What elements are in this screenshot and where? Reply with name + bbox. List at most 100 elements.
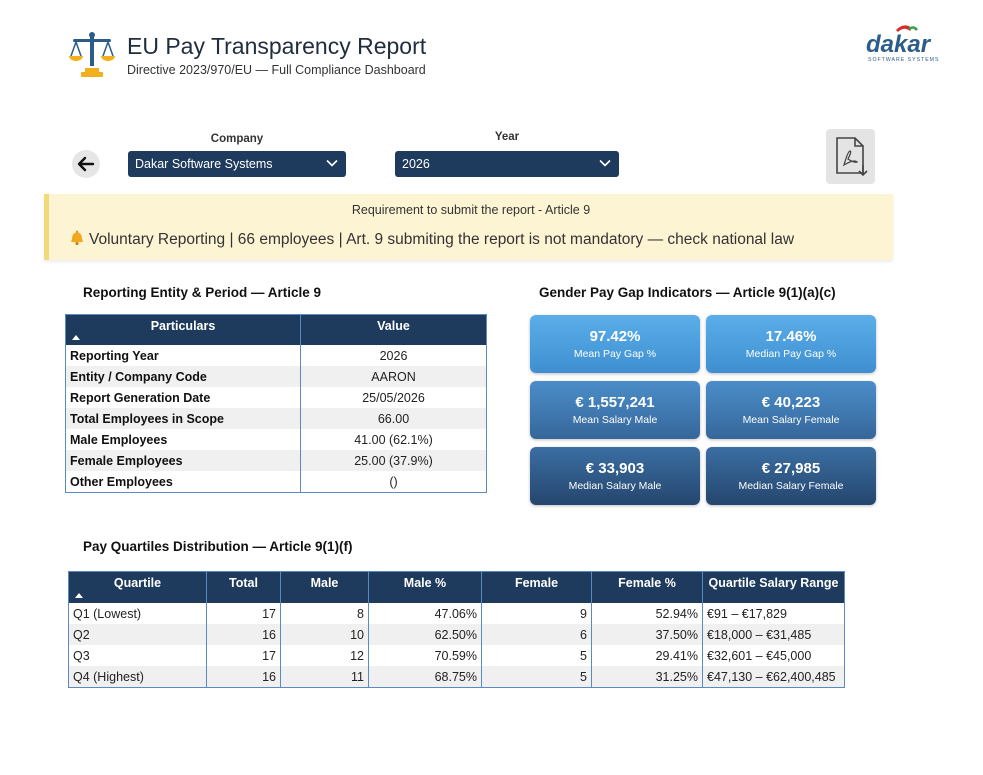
table-cell: 11 (280, 666, 369, 688)
sort-ascending-icon (72, 335, 80, 340)
logo-wordmark: dakar (866, 31, 932, 58)
chevron-down-icon (326, 159, 338, 167)
banner-title: Requirement to submit the report - Artic… (351, 203, 591, 217)
table-row: Other Employees() (65, 471, 487, 493)
table-cell: €18,000 – €31,485 (702, 624, 845, 645)
col-header-female-pct[interactable]: Female % (591, 571, 703, 603)
entity-header-particulars[interactable]: Particulars (65, 314, 301, 345)
table-cell: €47,130 – €62,400,485 (702, 666, 845, 688)
table-cell: Other Employees (65, 471, 301, 493)
table-cell: Report Generation Date (65, 387, 301, 408)
quartiles-table: Quartile Total Male Male % Female Female… (68, 571, 845, 688)
kpi-label: Median Salary Male (568, 480, 662, 492)
table-cell: €32,601 – €45,000 (702, 645, 845, 666)
entity-table: Particulars Value Reporting Year 2026 Ent… (65, 314, 487, 493)
table-row: Q2 16 10 62.50% 6 37.50% €18,000 – €31,485 (68, 624, 845, 645)
entity-section-title: Reporting Entity & Period — Article 9 (83, 285, 322, 300)
kpi-label: Median Salary Female (738, 480, 844, 492)
year-dropdown[interactable]: 2026 (395, 151, 619, 177)
table-cell: 5 (481, 645, 592, 666)
kpi-label: Mean Pay Gap % (573, 348, 657, 360)
kpi-card-mean-salary-female: € 40,223 Mean Salary Female (706, 381, 876, 439)
table-cell: Q3 (68, 645, 207, 666)
table-cell: 2026 (300, 345, 487, 366)
export-pdf-button[interactable] (826, 129, 875, 184)
logo-tagline: SOFTWARE SYSTEMS (868, 57, 939, 63)
table-cell: 41.00 (62.1%) (300, 429, 487, 450)
kpi-card-median-pay-gap: 17.46% Median Pay Gap % (706, 315, 876, 373)
kpi-card-mean-pay-gap: 97.42% Mean Pay Gap % (530, 315, 700, 373)
col-header-total[interactable]: Total (206, 571, 281, 603)
table-row: Male Employees 41.00 (62.1%) (65, 429, 487, 450)
table-cell: Q2 (68, 624, 207, 645)
table-cell: 25.00 (37.9%) (300, 450, 487, 471)
table-cell: Q1 (Lowest) (68, 603, 207, 624)
back-button[interactable] (72, 150, 100, 178)
col-header-quartile[interactable]: Quartile (68, 571, 207, 603)
table-cell: 17 (206, 603, 281, 624)
table-cell: Female Employees (65, 450, 301, 471)
table-cell: 31.25% (591, 666, 703, 688)
year-filter-label: Year (494, 131, 520, 143)
table-row: Entity / Company Code AARON (65, 366, 487, 387)
kpi-card-median-salary-female: € 27,985 Median Salary Female (706, 447, 876, 505)
table-cell: 52.94% (591, 603, 703, 624)
banner-message-row: Voluntary Reporting | 66 employees | Art… (69, 230, 794, 249)
company-dropdown-value: Dakar Software Systems (135, 157, 273, 171)
kpi-label: Mean Salary Female (742, 414, 840, 426)
company-filter-label: Company (210, 133, 264, 145)
chevron-down-icon (599, 159, 611, 167)
kpi-value: € 27,985 (761, 460, 821, 477)
page-subtitle: Directive 2023/970/EU — Full Compliance … (127, 63, 426, 77)
table-row: Report Generation Date 25/05/2026 (65, 387, 487, 408)
table-cell: 47.06% (368, 603, 482, 624)
arrow-left-icon (77, 156, 95, 172)
table-cell: 66.00 (300, 408, 487, 429)
table-cell: Male Employees (65, 429, 301, 450)
table-row: Q1 (Lowest) 17 8 47.06% 9 52.94% €91 – €17,829 (68, 603, 845, 624)
table-cell: 70.59% (368, 645, 482, 666)
table-cell: AARON (300, 366, 487, 387)
table-row: Q4 (Highest) 16 11 68.75% 5 31.25% €47,130 – €… (68, 666, 845, 688)
pdf-download-icon (836, 137, 868, 177)
bell-icon (69, 230, 85, 249)
entity-header-value[interactable]: Value (300, 314, 487, 345)
table-row: Reporting Year 2026 (65, 345, 487, 366)
table-row: Total Employees in Scope 66.00 (65, 408, 487, 429)
table-cell: 25/05/2026 (300, 387, 487, 408)
table-cell: 62.50% (368, 624, 482, 645)
table-cell: 16 (206, 624, 281, 645)
kpi-value: 17.46% (765, 328, 817, 345)
table-cell: 29.41% (591, 645, 703, 666)
kpi-card-mean-salary-male: € 1,557,241 Mean Salary Male (530, 381, 700, 439)
kpi-value: € 1,557,241 (575, 394, 655, 411)
table-cell: Total Employees in Scope (65, 408, 301, 429)
company-dropdown[interactable]: Dakar Software Systems (128, 151, 346, 177)
table-cell: 10 (280, 624, 369, 645)
table-row: Female Employees 25.00 (37.9%) (65, 450, 487, 471)
scales-of-justice-icon (69, 32, 115, 77)
table-cell: 8 (280, 603, 369, 624)
table-cell: 5 (481, 666, 592, 688)
table-cell: Entity / Company Code (65, 366, 301, 387)
table-cell: 68.75% (368, 666, 482, 688)
table-row: Q3 17 12 70.59% 5 29.41% €32,601 – €45,000 (68, 645, 845, 666)
table-cell: €91 – €17,829 (702, 603, 845, 624)
col-header-male-pct[interactable]: Male % (368, 571, 482, 603)
reporting-requirement-banner: Requirement to submit the report - Artic… (44, 194, 893, 260)
kpi-value: € 40,223 (761, 394, 821, 411)
year-dropdown-value: 2026 (402, 157, 430, 171)
kpi-card-median-salary-male: € 33,903 Median Salary Male (530, 447, 700, 505)
col-header-male[interactable]: Male (280, 571, 369, 603)
page-title: EU Pay Transparency Report (127, 33, 427, 59)
table-cell: Reporting Year (65, 345, 301, 366)
quartiles-section-title: Pay Quartiles Distribution — Article 9(1… (83, 539, 353, 554)
table-cell: 17 (206, 645, 281, 666)
company-logo: dakar SOFTWARE SYSTEMS (866, 25, 939, 63)
table-cell: Q4 (Highest) (68, 666, 207, 688)
col-header-salary-range[interactable]: Quartile Salary Range (702, 571, 845, 603)
col-header-female[interactable]: Female (481, 571, 592, 603)
table-cell: 6 (481, 624, 592, 645)
table-cell: 37.50% (591, 624, 703, 645)
banner-message: Voluntary Reporting | 66 employees | Art… (89, 231, 795, 248)
